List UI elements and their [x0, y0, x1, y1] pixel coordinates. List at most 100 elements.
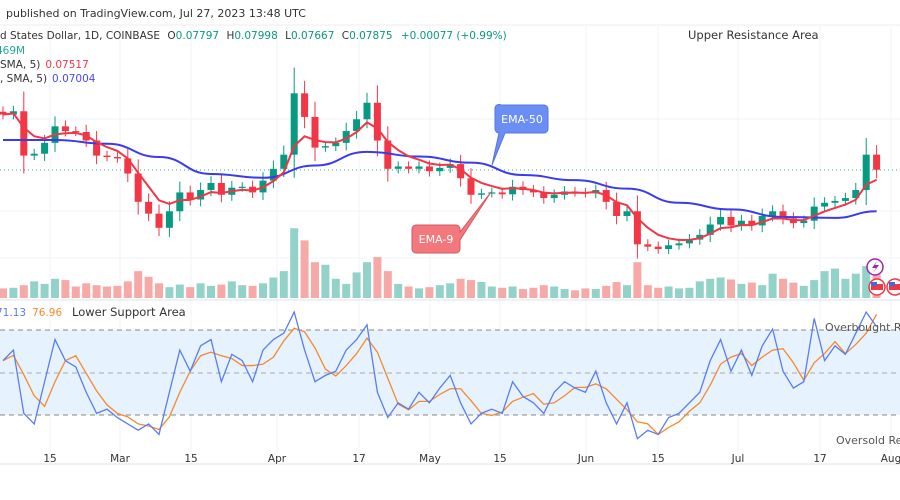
- candle-body: [0, 111, 7, 115]
- candle-body: [613, 201, 621, 217]
- volume-bar: [716, 277, 725, 298]
- ma1-legend[interactable]: SMA, 5) 0.07517: [0, 59, 89, 71]
- volume-bar: [165, 287, 174, 298]
- candle-body: [415, 166, 423, 169]
- candle-body: [717, 216, 725, 225]
- candle-body: [540, 192, 548, 199]
- volume-bar: [383, 271, 392, 298]
- volume-bar: [404, 286, 413, 298]
- candle-body: [852, 190, 860, 199]
- candle-body: [405, 166, 413, 169]
- volume-bar: [217, 284, 226, 298]
- lightning-icon[interactable]: [866, 258, 884, 276]
- ema9-callout[interactable]: EMA-9: [411, 191, 492, 254]
- ema9-line: [2, 112, 878, 241]
- volume-bar: [862, 266, 871, 298]
- volume-bar: [643, 285, 652, 298]
- volume-bar: [71, 286, 80, 298]
- volume-legend-value: 469M: [0, 45, 25, 57]
- time-axis-tick-label: Aug: [881, 453, 900, 465]
- candle-body: [446, 164, 454, 168]
- overbought-label: Overbought Re: [825, 321, 900, 334]
- volume-bar: [435, 285, 444, 298]
- ema50-line: [3, 139, 877, 219]
- candle-body: [155, 213, 163, 228]
- close-value: 0.07875: [349, 30, 392, 42]
- candle-body: [748, 220, 756, 226]
- ma2-value: 0.07004: [52, 73, 96, 85]
- oversold-label: Oversold Re: [836, 434, 900, 447]
- volume-bar: [227, 281, 236, 298]
- volume-bar: [40, 283, 49, 298]
- volume-bar: [300, 240, 309, 298]
- ma1-label: SMA, 5): [0, 59, 40, 71]
- volume-bar: [352, 272, 361, 298]
- candle-body: [41, 142, 49, 154]
- volume-bar: [467, 280, 475, 298]
- candle-body: [488, 192, 496, 194]
- candle-body: [165, 211, 173, 228]
- volume-bar: [134, 271, 143, 298]
- candle-body: [862, 154, 870, 191]
- high-label: H: [226, 30, 234, 42]
- candle-body: [217, 182, 225, 195]
- ema50-callout[interactable]: EMA-50: [491, 103, 549, 166]
- volume-bar: [602, 285, 611, 298]
- ma1-value: 0.07517: [45, 59, 88, 71]
- volume-bar: [373, 257, 382, 298]
- candle-body: [737, 220, 745, 226]
- ema50-callout-label: EMA-50: [501, 113, 543, 126]
- volume-bar: [789, 282, 798, 298]
- volume-bar: [446, 283, 455, 298]
- volume-bar: [290, 228, 299, 298]
- candle-body: [529, 190, 537, 193]
- candle-body: [311, 116, 319, 148]
- volume-bar: [238, 285, 247, 298]
- high-value: 0.07998: [234, 30, 277, 42]
- candle-body: [207, 182, 215, 191]
- candle-body: [394, 166, 402, 169]
- us-flag-icon[interactable]: [868, 278, 886, 296]
- candle-body: [61, 126, 69, 132]
- ma2-label: , SMA, 5): [0, 73, 47, 85]
- volume-bar: [831, 268, 839, 298]
- volume-bar: [394, 283, 403, 298]
- candle-body: [758, 216, 766, 226]
- symbol-legend[interactable]: d States Dollar, 1D, COINBASE O0.07797 H…: [0, 30, 507, 42]
- time-axis-tick-label: 17: [813, 453, 826, 465]
- volume-bar: [758, 285, 767, 298]
- time-axis-tick-label: 15: [43, 453, 56, 465]
- volume-bar: [779, 278, 787, 298]
- volume-bar: [487, 286, 496, 298]
- volume-bar: [279, 271, 288, 298]
- candle-body: [134, 173, 142, 202]
- low-value: 0.07667: [291, 30, 334, 42]
- volume-bar: [30, 281, 39, 298]
- us-flag-icon[interactable]: [886, 278, 900, 296]
- volume-bars: [0, 228, 881, 298]
- upper-resistance-label[interactable]: Upper Resistance Area: [688, 28, 819, 42]
- candle-body: [633, 211, 641, 245]
- volume-bar: [581, 288, 590, 298]
- volume-bar: [248, 285, 257, 298]
- rsi-line: [2, 310, 878, 440]
- candle-body: [467, 178, 475, 195]
- time-axis-tick-label: 15: [651, 453, 664, 465]
- candle-body: [685, 239, 693, 244]
- candle-body: [72, 131, 80, 133]
- lower-support-label[interactable]: Lower Support Area: [72, 305, 186, 319]
- ma2-legend[interactable]: , SMA, 5) 0.07004: [0, 73, 96, 85]
- rsi-legend[interactable]: 71.13 76.96: [0, 307, 62, 319]
- symbol-name: d States Dollar, 1D, COINBASE: [0, 30, 160, 42]
- volume-bar: [456, 278, 465, 298]
- candle-body: [810, 206, 818, 221]
- volume-bar: [768, 273, 777, 298]
- volume-bar: [727, 279, 735, 298]
- candle-body: [623, 211, 631, 217]
- volume-bar: [591, 289, 600, 298]
- candle-body: [321, 146, 329, 148]
- time-axis-tick-label: Apr: [268, 453, 287, 465]
- candle-body: [332, 142, 340, 147]
- time-axis[interactable]: 15 Mar 15 Apr 17 May 15 Jun 15 Jul 17 Aug: [43, 453, 900, 465]
